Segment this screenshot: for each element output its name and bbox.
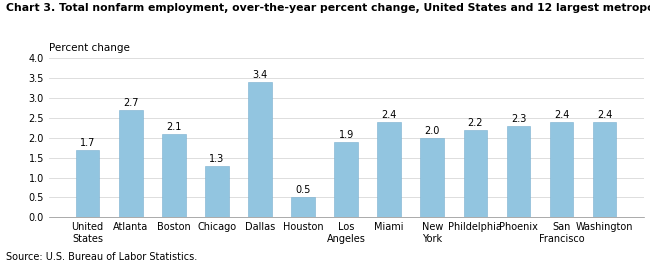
Text: 2.0: 2.0 [424,126,440,136]
Text: Chart 3. Total nonfarm employment, over-the-year percent change, United States a: Chart 3. Total nonfarm employment, over-… [6,3,650,13]
Text: 1.7: 1.7 [80,138,96,148]
Text: 2.4: 2.4 [382,110,397,120]
Bar [421,138,444,217]
Text: 2.2: 2.2 [467,118,483,128]
Text: 1.9: 1.9 [339,130,354,140]
Bar [593,122,616,217]
Bar [334,142,358,217]
Bar [76,150,99,217]
Bar [248,82,272,217]
Text: 2.4: 2.4 [597,110,612,120]
Bar [162,134,186,217]
Bar [378,122,401,217]
Bar [119,110,142,217]
Text: 0.5: 0.5 [295,186,311,196]
Text: 2.7: 2.7 [123,98,138,108]
Text: 1.3: 1.3 [209,154,224,164]
Text: 2.3: 2.3 [511,114,526,124]
Bar [291,197,315,217]
Bar [205,166,229,217]
Bar [506,126,530,217]
Text: 2.1: 2.1 [166,122,181,132]
Text: 2.4: 2.4 [554,110,569,120]
Text: Percent change: Percent change [49,43,129,53]
Bar [463,130,488,217]
Text: Source: U.S. Bureau of Labor Statistics.: Source: U.S. Bureau of Labor Statistics. [6,252,198,262]
Bar [550,122,573,217]
Text: 3.4: 3.4 [252,70,268,80]
